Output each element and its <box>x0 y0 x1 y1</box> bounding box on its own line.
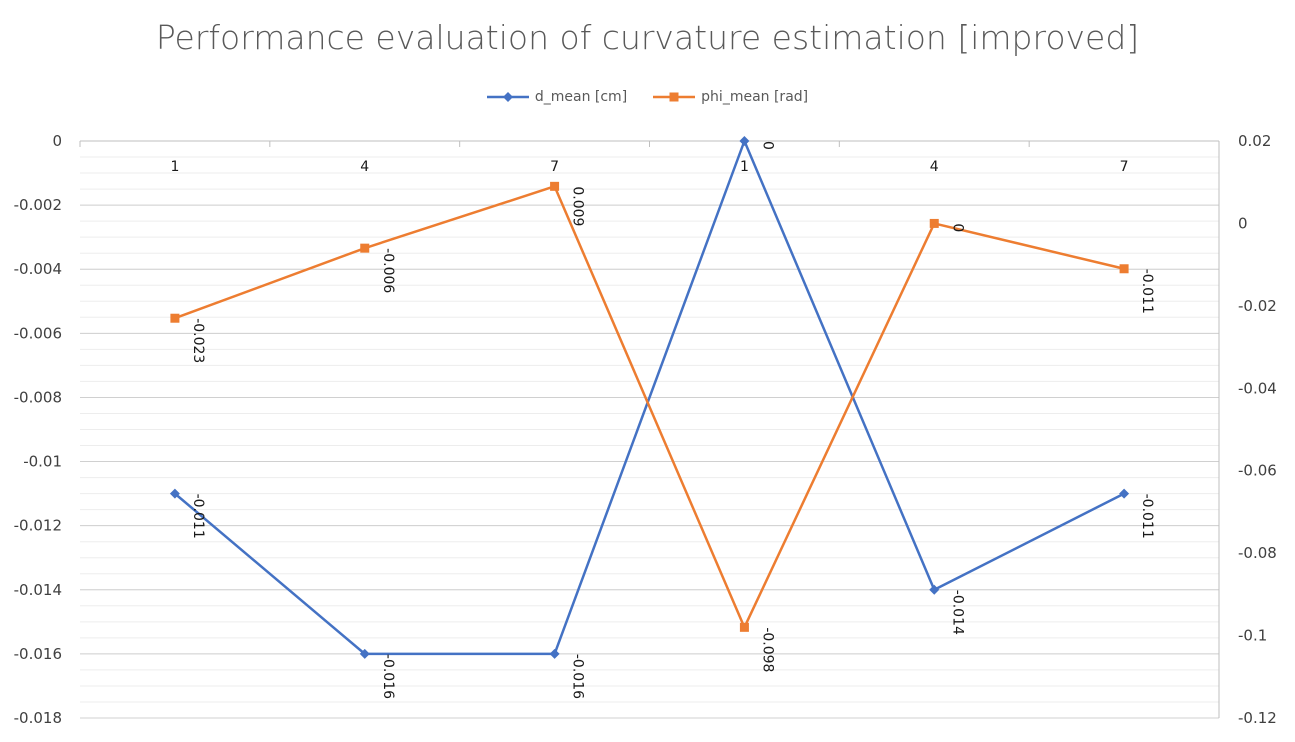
data-point-1 <box>360 243 370 253</box>
data-point-0 <box>549 648 560 659</box>
y-left-tick-label: -0.012 <box>14 517 62 535</box>
y-left-tick-label: -0.008 <box>14 388 62 406</box>
y-right-tick-label: 0.02 <box>1238 132 1271 150</box>
data-label-0: -0.016 <box>570 654 586 699</box>
y-left-tick-label: -0.016 <box>14 645 62 663</box>
y-left-tick-label: -0.006 <box>14 324 62 342</box>
y-right-tick-label: 0 <box>1238 214 1248 232</box>
legend-label-d-mean: d_mean [cm] <box>534 89 628 105</box>
y-right-tick-label: -0.1 <box>1238 627 1267 645</box>
y-left-tick-label: 0 <box>52 132 62 150</box>
data-label-1: -0.006 <box>380 248 396 293</box>
data-point-0 <box>739 136 750 146</box>
y-left-tick-label: -0.002 <box>14 196 62 214</box>
data-label-0: -0.011 <box>190 494 206 539</box>
data-point-0 <box>1119 488 1130 499</box>
category-label: 4 <box>930 159 939 175</box>
data-point-0 <box>359 648 370 659</box>
category-label: 7 <box>1120 159 1129 175</box>
data-label-0: -0.016 <box>380 654 396 699</box>
data-label-0: 0 <box>759 141 775 150</box>
legend-swatch-phi-mean <box>653 92 696 102</box>
data-label-0: -0.011 <box>1139 494 1155 539</box>
data-label-1: -0.098 <box>759 627 775 672</box>
data-point-0 <box>169 488 180 499</box>
series-line-1 <box>174 185 1125 629</box>
data-point-1 <box>929 218 939 228</box>
data-point-1 <box>550 181 560 191</box>
data-label-0: -0.014 <box>949 590 965 635</box>
data-point-1 <box>170 313 180 323</box>
legend-item-phi-mean: phi_mean [rad] <box>653 89 808 105</box>
y-left-tick-label: -0.01 <box>23 453 62 471</box>
data-label-1: 0.009 <box>570 186 586 226</box>
category-label: 4 <box>360 159 369 175</box>
category-label: 1 <box>740 159 749 175</box>
y-left-tick-label: -0.014 <box>14 581 62 599</box>
data-point-1 <box>739 622 749 632</box>
legend-swatch-d-mean <box>486 92 529 102</box>
y-right-tick-label: -0.08 <box>1238 544 1277 562</box>
data-label-1: 0 <box>949 223 965 232</box>
legend-label-phi-mean: phi_mean [rad] <box>701 89 809 105</box>
y-right-tick-label: -0.06 <box>1238 462 1277 480</box>
y-left-tick-label: -0.004 <box>14 260 62 278</box>
y-right-tick-label: -0.04 <box>1238 379 1277 397</box>
category-label: 7 <box>550 159 559 175</box>
data-point-1 <box>1119 264 1129 274</box>
data-label-1: -0.023 <box>190 318 206 363</box>
category-label: 1 <box>170 159 179 175</box>
chart-title: Performance evaluation of curvature esti… <box>155 18 1140 57</box>
y-right-tick-label: -0.02 <box>1238 297 1277 315</box>
data-point-0 <box>929 584 940 595</box>
data-label-1: -0.011 <box>1139 269 1155 314</box>
y-right-tick-label: -0.12 <box>1238 709 1277 727</box>
legend-item-d-mean: d_mean [cm] <box>486 89 628 105</box>
y-left-tick-label: -0.018 <box>14 709 62 727</box>
series-line-0 <box>174 139 1125 656</box>
legend: d_mean [cm] phi_mean [rad] <box>0 89 1295 105</box>
